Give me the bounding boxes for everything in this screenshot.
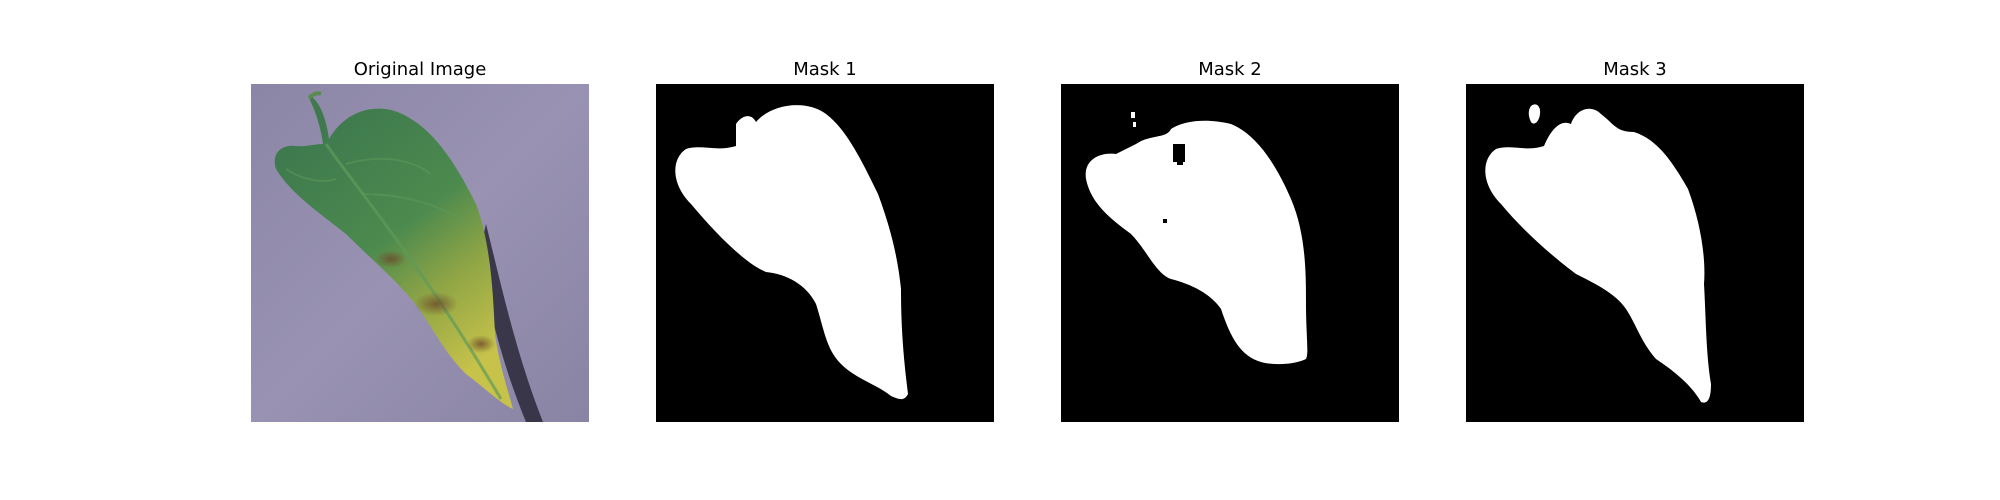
mask-1-image	[656, 84, 994, 422]
panel-title-mask-1: Mask 1	[793, 59, 857, 80]
panel-title-mask-2: Mask 2	[1198, 59, 1262, 80]
mask-1-panel	[656, 84, 994, 422]
panel-title-original-image: Original Image	[353, 59, 487, 80]
mask-2-image	[1061, 84, 1399, 422]
mask-3-image	[1466, 84, 1804, 422]
original-image-panel	[251, 84, 589, 422]
mask-3-panel	[1466, 84, 1804, 422]
panel-title-mask-3: Mask 3	[1603, 59, 1667, 80]
mask-2-panel	[1061, 84, 1399, 422]
original-leaf-image	[251, 84, 589, 422]
